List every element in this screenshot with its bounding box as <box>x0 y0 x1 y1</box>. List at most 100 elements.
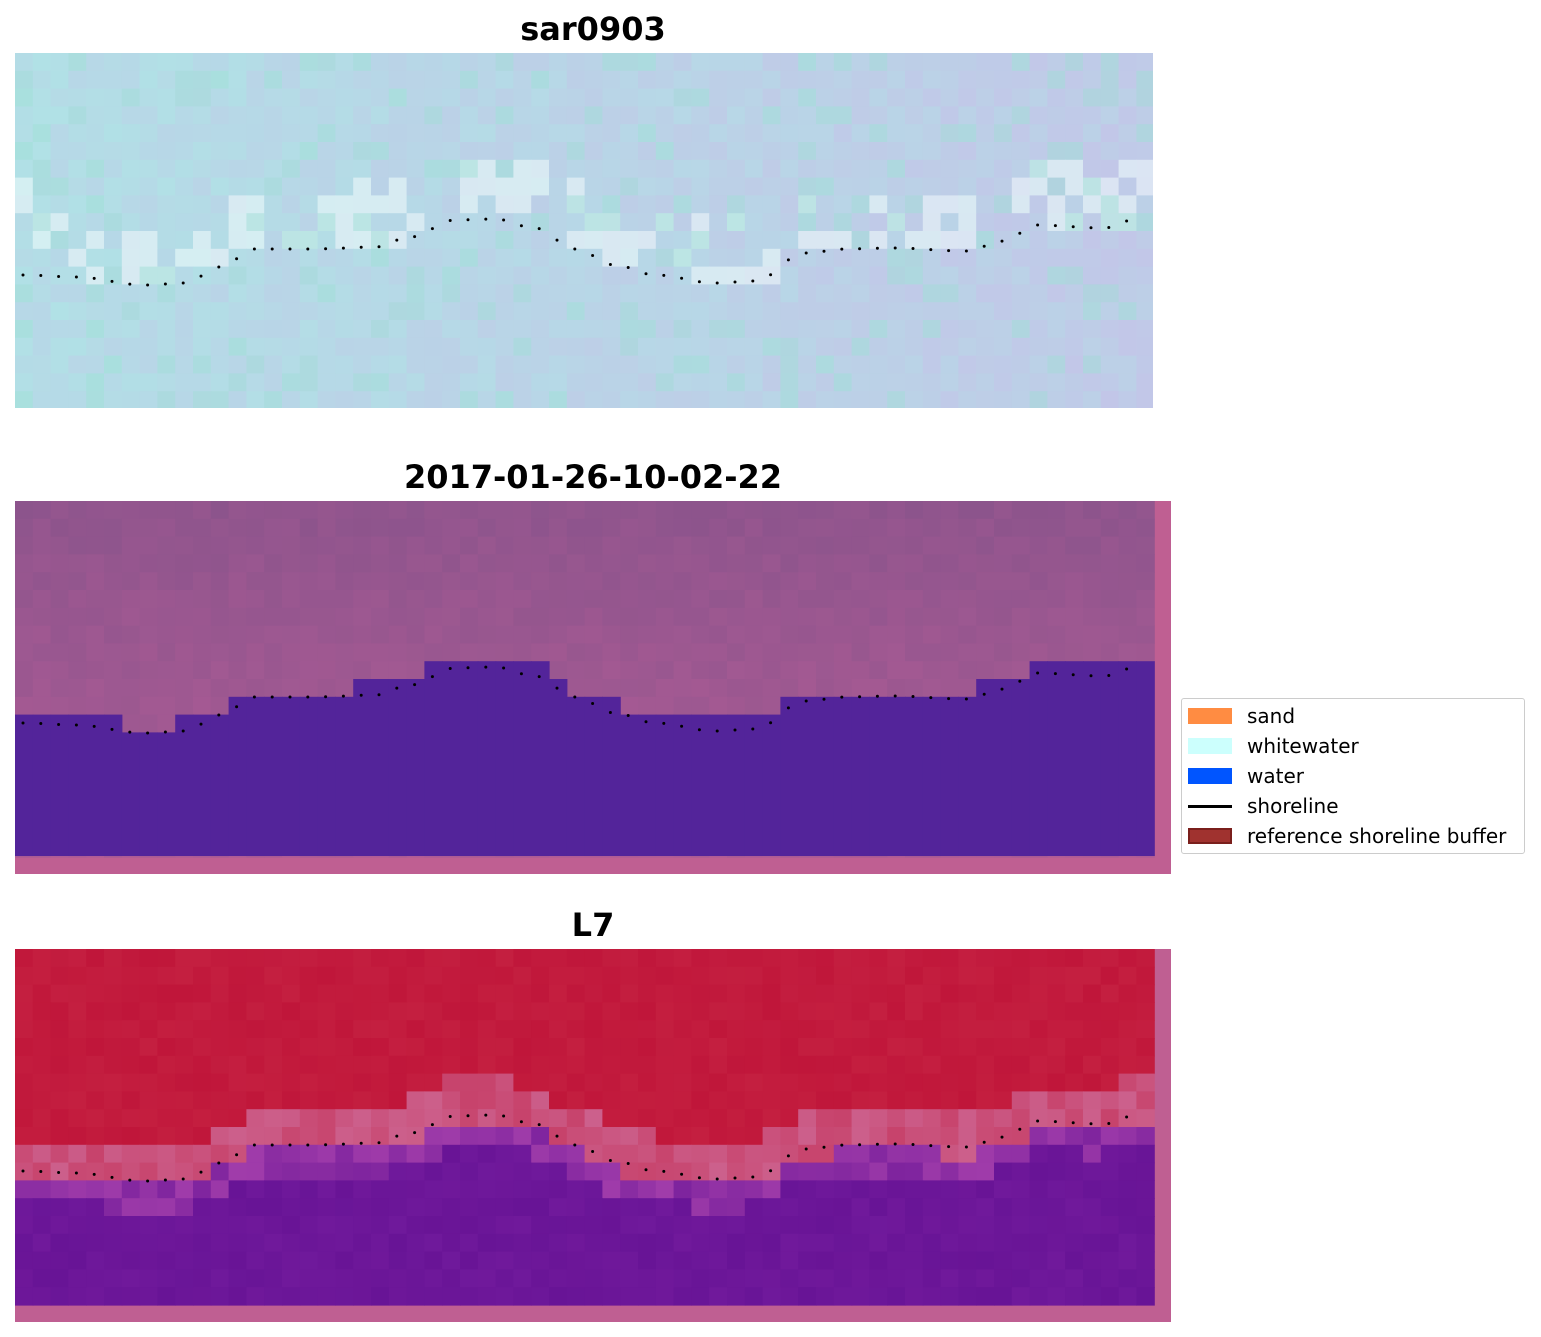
water-column <box>1029 661 1048 856</box>
l7-pixel <box>175 966 194 986</box>
land-pixel <box>317 536 336 555</box>
land-pixel <box>620 501 639 520</box>
l7-pixel <box>513 1073 532 1092</box>
l7-pixel <box>1100 1127 1120 1146</box>
l7-pixel <box>940 966 959 986</box>
panel-title-3: L7 <box>571 906 615 944</box>
land-pixel <box>922 625 942 644</box>
l7-pixel <box>317 1216 336 1235</box>
sar-pixel <box>1100 88 1120 107</box>
l7-pixel <box>50 1269 69 1288</box>
sar-pixel <box>1011 355 1031 374</box>
sar-pixel <box>566 70 586 90</box>
shoreline-point <box>555 1134 559 1138</box>
l7-pixel <box>1136 1287 1155 1306</box>
l7-pixel <box>86 1269 105 1288</box>
sar-pixel <box>709 248 728 268</box>
sar-pixel <box>210 159 230 179</box>
l7-pixel <box>727 1162 746 1181</box>
l7-pixel <box>1011 949 1031 968</box>
water-column <box>905 696 924 856</box>
shoreline-point <box>822 697 826 701</box>
sar-pixel <box>727 337 746 357</box>
land-pixel <box>744 625 764 644</box>
sar-pixel <box>50 53 69 72</box>
l7-pixel <box>1011 1127 1031 1146</box>
l7-pixel <box>1047 1198 1066 1217</box>
sar-pixel <box>549 124 568 143</box>
l7-pixel <box>424 1127 443 1146</box>
sar-pixel <box>406 106 425 125</box>
l7-pixel <box>15 1198 34 1217</box>
sar-pixel <box>780 142 799 161</box>
sar-pixel <box>922 213 942 232</box>
l7-pixel <box>193 1287 212 1306</box>
sar-pixel <box>513 142 532 161</box>
land-pixel <box>388 607 408 627</box>
land-pixel <box>780 572 799 591</box>
sar-pixel <box>1118 106 1137 125</box>
l7-pixel <box>638 1020 657 1039</box>
sar-pixel <box>371 142 390 161</box>
land-pixel <box>513 625 532 644</box>
sar-pixel <box>851 124 870 143</box>
l7-pixel <box>371 1233 390 1253</box>
sar-pixel <box>513 373 532 392</box>
sar-pixel <box>531 53 550 72</box>
shoreline-point <box>1125 667 1129 671</box>
l7-pixel <box>584 1020 603 1039</box>
sar-pixel <box>620 320 639 339</box>
sar-pixel <box>1118 142 1137 161</box>
l7-pixel <box>655 1109 675 1128</box>
land-pixel <box>193 607 212 627</box>
land-pixel <box>566 501 586 520</box>
sar-pixel <box>994 106 1013 125</box>
shoreline-point <box>57 275 61 278</box>
l7-pixel <box>584 1109 603 1128</box>
sar-pixel <box>139 391 158 408</box>
sar-pixel <box>851 177 870 196</box>
land-pixel <box>193 661 212 680</box>
l7-pixel <box>1065 1251 1084 1270</box>
sar-pixel <box>104 159 123 179</box>
sar-pixel <box>477 70 497 90</box>
sar-pixel <box>655 355 675 374</box>
sar-pixel <box>104 337 123 357</box>
l7-pixel <box>335 1127 354 1146</box>
l7-pixel <box>477 984 497 1003</box>
l7-pixel <box>175 1251 194 1270</box>
sar-pixel <box>175 106 194 125</box>
sar-pixel <box>264 302 283 321</box>
l7-pixel <box>869 966 888 986</box>
sar-pixel <box>15 284 34 303</box>
land-pixel <box>299 607 319 627</box>
sar-pixel <box>531 106 550 125</box>
l7-pixel <box>851 1073 870 1092</box>
l7-pixel <box>460 1233 479 1253</box>
land-pixel <box>851 554 870 573</box>
sar-pixel <box>1065 124 1084 143</box>
land-pixel <box>638 696 657 716</box>
sar-pixel <box>68 231 87 250</box>
sar-pixel <box>780 159 799 179</box>
l7-pixel <box>673 1020 692 1039</box>
sar-pixel <box>264 231 283 250</box>
l7-pixel <box>780 1180 799 1199</box>
land-pixel <box>460 554 479 573</box>
l7-pixel <box>1118 1073 1137 1092</box>
l7-pixel <box>68 1002 87 1021</box>
l7-pixel <box>1029 1162 1048 1181</box>
land-pixel <box>655 501 675 520</box>
land-pixel <box>727 572 746 591</box>
land-pixel <box>620 661 639 680</box>
l7-pixel <box>549 1251 568 1270</box>
l7-pixel <box>335 1216 354 1235</box>
land-pixel <box>744 554 764 573</box>
sar-pixel <box>139 320 158 339</box>
sar-pixel <box>1083 88 1102 107</box>
shoreline-point <box>502 666 506 670</box>
sar-pixel <box>1100 337 1120 357</box>
l7-pixel <box>371 949 390 968</box>
l7-pixel <box>584 1127 603 1146</box>
land-pixel <box>139 590 158 609</box>
